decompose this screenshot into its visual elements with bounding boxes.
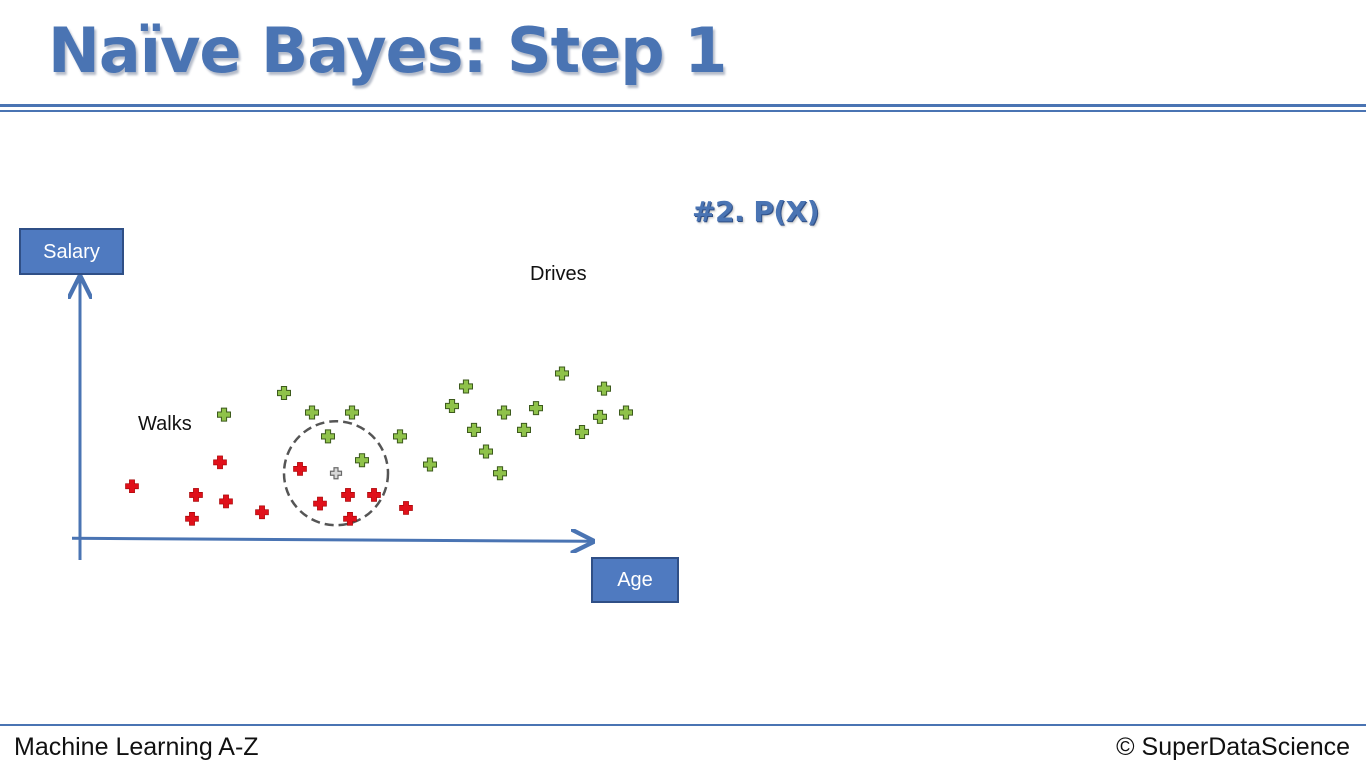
drives-point-15 <box>493 466 507 481</box>
walks-point-2 <box>213 455 227 470</box>
drives-point-21 <box>619 405 633 420</box>
walks-point-11 <box>343 511 357 526</box>
title-divider <box>0 104 1366 112</box>
drives-point-3 <box>305 405 319 420</box>
course-name: Machine Learning A-Z <box>14 733 259 761</box>
drives-point-14 <box>517 422 531 437</box>
drives-point-18 <box>575 425 589 440</box>
walks-point-12 <box>185 511 199 526</box>
drives-point-2 <box>277 385 291 400</box>
walks-point-5 <box>255 505 269 520</box>
drives-point-17 <box>555 366 569 381</box>
walks-point-7 <box>293 462 307 476</box>
copyright-notice: © SuperDataScience <box>1116 733 1350 761</box>
new-point <box>329 467 343 480</box>
walks-annotation: Walks <box>138 413 192 435</box>
footer-divider <box>0 724 1366 726</box>
drives-point-1 <box>217 407 231 422</box>
drives-annotation: Drives <box>530 263 587 285</box>
drives-point-6 <box>355 453 369 468</box>
radius-circle <box>282 419 390 527</box>
chart-marks <box>125 366 633 527</box>
drives-point-10 <box>459 379 473 394</box>
walks-point-8 <box>341 488 355 502</box>
drives-point-13 <box>529 401 543 416</box>
drives-point-7 <box>393 429 407 444</box>
drives-point-16 <box>479 444 493 459</box>
x-axis <box>71 538 590 541</box>
drives-point-11 <box>467 422 481 437</box>
x-axis-label: Age <box>617 569 653 591</box>
drives-point-19 <box>597 381 611 396</box>
drives-point-9 <box>445 398 459 413</box>
drives-point-5 <box>321 429 335 444</box>
y-axis-label: Salary <box>43 241 100 263</box>
walks-point-4 <box>189 488 203 502</box>
walks-point-9 <box>367 488 381 502</box>
step-label: #2. P(X) <box>692 195 820 228</box>
drives-point-4 <box>345 405 359 420</box>
slide-title: Naïve Bayes: Step 1 <box>48 14 727 87</box>
walks-point-10 <box>399 501 413 515</box>
drives-point-12 <box>497 405 511 420</box>
y-axis-label-box: Salary <box>19 228 124 275</box>
drives-point-20 <box>593 409 607 424</box>
walks-point-3 <box>219 494 233 509</box>
walks-point-6 <box>313 496 327 511</box>
drives-point-8 <box>423 457 437 472</box>
walks-point-1 <box>125 479 139 494</box>
x-axis-label-box: Age <box>591 557 679 603</box>
